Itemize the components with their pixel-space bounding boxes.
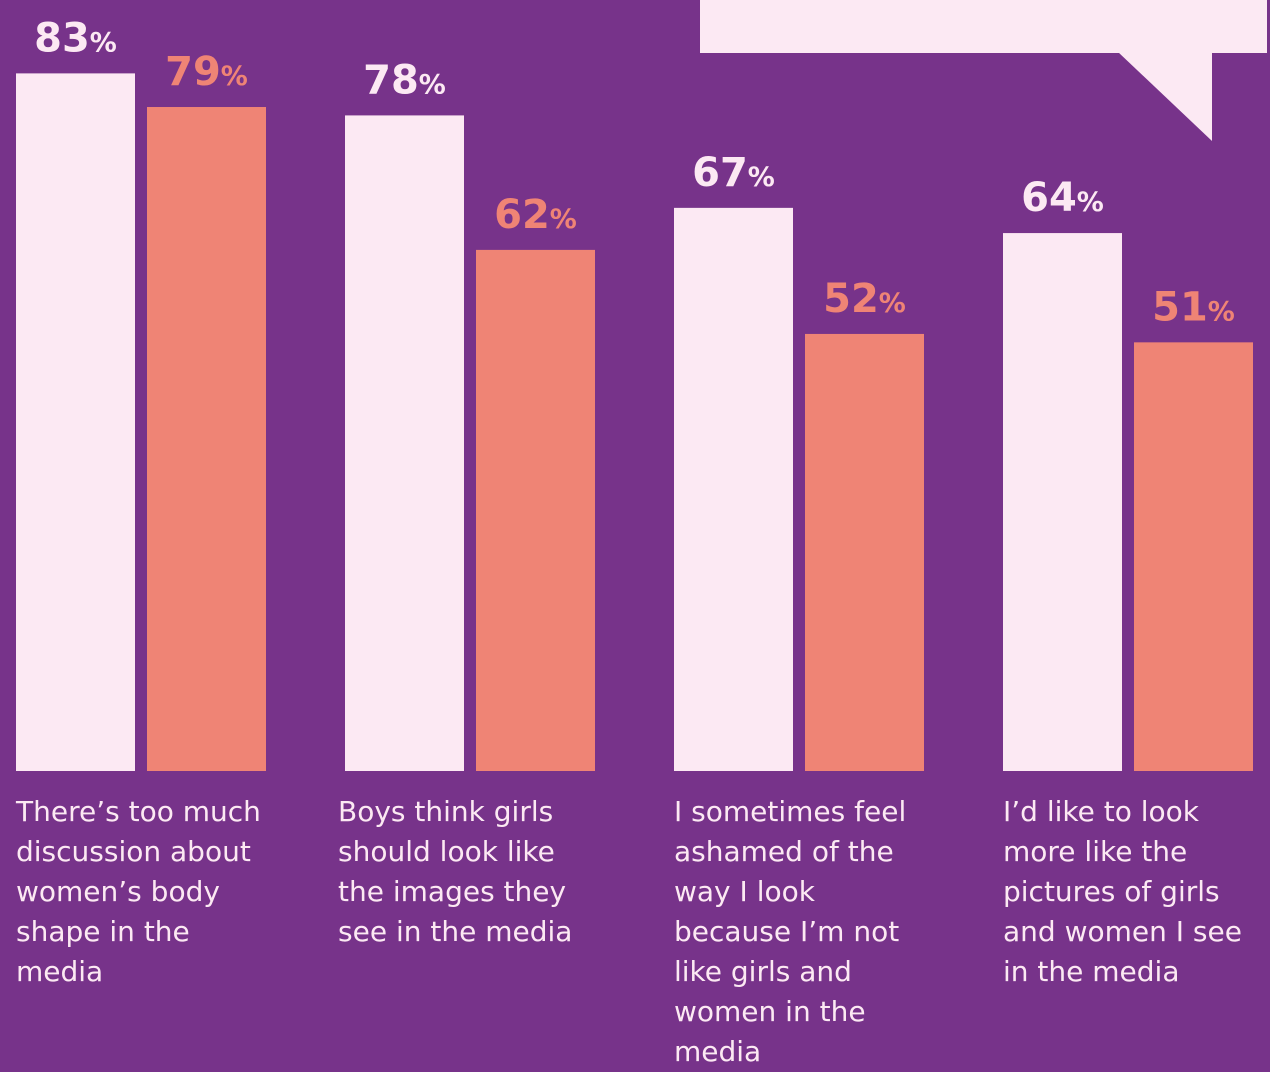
bar-series1-3 — [674, 207, 793, 772]
value-label: 62% — [494, 192, 577, 238]
bar-series2-2 — [476, 249, 595, 771]
bar-series1-4 — [1003, 233, 1122, 771]
category-label: There’s too much discussion about women’… — [16, 795, 261, 988]
category-label: I sometimes feel ashamed of the way I lo… — [674, 795, 907, 1068]
value-label: 78% — [363, 57, 446, 103]
category-label: I’d like to look more like the pictures … — [1003, 795, 1242, 988]
speech-bubble — [700, 0, 1267, 53]
value-label: 83% — [34, 15, 117, 61]
bar-series2-3 — [805, 333, 924, 771]
value-label: 79% — [165, 49, 248, 95]
category-label: Boys think girls should look like the im… — [338, 795, 573, 948]
bar-series1-2 — [345, 115, 464, 771]
bar-series2-1 — [147, 107, 266, 771]
value-label: 67% — [692, 150, 775, 196]
value-label: 52% — [823, 276, 906, 322]
bar-series1-1 — [16, 73, 135, 771]
value-label: 64% — [1021, 175, 1104, 221]
bar-series2-4 — [1134, 342, 1253, 771]
value-label: 51% — [1152, 284, 1235, 330]
